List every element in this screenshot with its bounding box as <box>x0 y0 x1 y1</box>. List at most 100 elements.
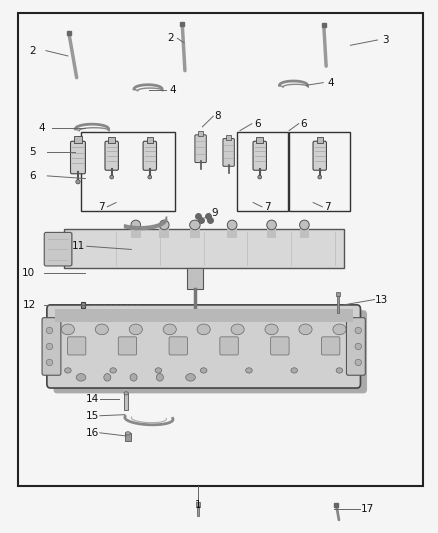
Ellipse shape <box>46 327 53 334</box>
Bar <box>81 132 175 211</box>
Ellipse shape <box>300 220 309 230</box>
Text: 7: 7 <box>98 202 105 212</box>
FancyBboxPatch shape <box>253 141 266 170</box>
Text: 7: 7 <box>264 202 271 212</box>
FancyBboxPatch shape <box>47 305 360 388</box>
Text: 15: 15 <box>85 411 99 421</box>
Ellipse shape <box>104 374 111 381</box>
Bar <box>337 296 339 313</box>
Bar <box>317 137 323 143</box>
Text: 6: 6 <box>300 119 307 128</box>
Bar <box>64 229 344 268</box>
Ellipse shape <box>265 324 278 335</box>
Ellipse shape <box>355 343 362 350</box>
Bar <box>159 225 169 238</box>
Ellipse shape <box>131 220 141 230</box>
Text: 6: 6 <box>254 119 261 128</box>
Ellipse shape <box>231 324 244 335</box>
FancyBboxPatch shape <box>220 337 238 355</box>
FancyBboxPatch shape <box>195 135 206 163</box>
Ellipse shape <box>159 220 169 230</box>
Text: 4: 4 <box>38 123 45 133</box>
Text: 6: 6 <box>29 171 36 181</box>
FancyBboxPatch shape <box>71 141 85 174</box>
FancyBboxPatch shape <box>105 141 118 170</box>
Ellipse shape <box>76 180 80 184</box>
Ellipse shape <box>46 359 53 366</box>
Text: 3: 3 <box>382 35 389 45</box>
Ellipse shape <box>148 175 152 179</box>
Ellipse shape <box>355 359 362 366</box>
Text: 11: 11 <box>71 241 85 251</box>
Ellipse shape <box>76 374 86 381</box>
Ellipse shape <box>299 324 312 335</box>
Ellipse shape <box>246 368 252 373</box>
Text: 16: 16 <box>85 428 99 438</box>
Text: 10: 10 <box>22 268 35 278</box>
Text: 4: 4 <box>327 78 334 87</box>
FancyBboxPatch shape <box>313 141 326 170</box>
Bar <box>257 137 263 143</box>
Ellipse shape <box>124 392 128 395</box>
Bar <box>125 433 131 441</box>
Ellipse shape <box>61 324 74 335</box>
FancyBboxPatch shape <box>67 337 86 355</box>
Ellipse shape <box>65 368 71 373</box>
Text: 2: 2 <box>29 46 36 55</box>
Bar <box>289 132 350 211</box>
FancyBboxPatch shape <box>42 318 61 375</box>
Text: 8: 8 <box>214 111 221 121</box>
Text: 17: 17 <box>361 504 374 514</box>
Text: 14: 14 <box>85 394 99 403</box>
Ellipse shape <box>333 324 346 335</box>
FancyBboxPatch shape <box>346 318 365 375</box>
Bar <box>131 225 141 238</box>
Text: 7: 7 <box>324 202 331 212</box>
FancyBboxPatch shape <box>223 139 234 166</box>
FancyBboxPatch shape <box>143 141 156 170</box>
Bar <box>81 302 85 308</box>
Ellipse shape <box>227 220 237 230</box>
Bar <box>227 225 237 238</box>
Text: 9: 9 <box>211 208 218 218</box>
Ellipse shape <box>95 324 108 335</box>
FancyBboxPatch shape <box>44 232 72 266</box>
Bar <box>196 502 200 506</box>
Bar <box>190 225 200 238</box>
Bar <box>300 225 309 238</box>
Ellipse shape <box>110 175 113 179</box>
Bar <box>109 137 115 143</box>
Bar <box>124 393 128 410</box>
Ellipse shape <box>155 368 162 373</box>
Ellipse shape <box>186 374 195 381</box>
Ellipse shape <box>291 368 297 373</box>
Bar <box>147 137 153 143</box>
FancyBboxPatch shape <box>118 337 137 355</box>
Text: 13: 13 <box>375 295 389 304</box>
Bar <box>226 134 231 140</box>
Ellipse shape <box>258 175 261 179</box>
Ellipse shape <box>156 374 163 381</box>
Ellipse shape <box>163 324 176 335</box>
Text: 5: 5 <box>29 147 36 157</box>
Ellipse shape <box>130 374 137 381</box>
FancyBboxPatch shape <box>169 337 187 355</box>
FancyBboxPatch shape <box>53 310 367 393</box>
Ellipse shape <box>355 327 362 334</box>
Ellipse shape <box>200 368 207 373</box>
Ellipse shape <box>336 368 343 373</box>
Bar <box>198 131 203 136</box>
Ellipse shape <box>190 220 200 230</box>
Bar <box>197 506 199 516</box>
Bar <box>187 268 203 289</box>
Ellipse shape <box>267 220 276 230</box>
Bar <box>237 132 288 211</box>
Bar <box>267 225 276 238</box>
FancyBboxPatch shape <box>271 337 289 355</box>
Text: 12: 12 <box>23 300 36 310</box>
Bar <box>336 292 340 296</box>
Bar <box>55 309 353 322</box>
FancyBboxPatch shape <box>321 337 340 355</box>
Text: 4: 4 <box>170 85 177 94</box>
Ellipse shape <box>318 175 321 179</box>
